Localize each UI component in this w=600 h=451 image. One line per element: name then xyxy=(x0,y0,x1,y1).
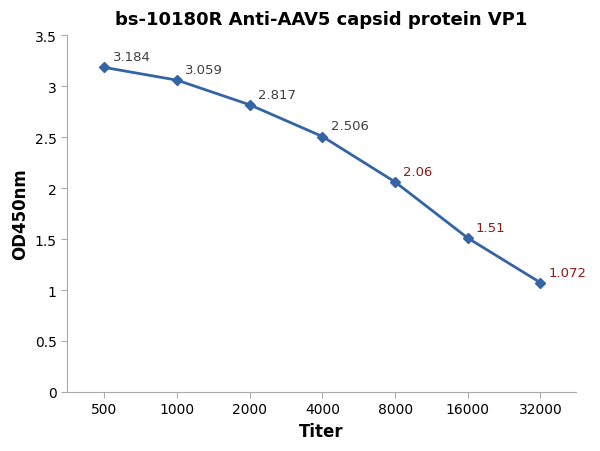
Text: 3.059: 3.059 xyxy=(185,64,223,77)
Title: bs-10180R Anti-AAV5 capsid protein VP1: bs-10180R Anti-AAV5 capsid protein VP1 xyxy=(115,11,528,29)
Text: 2.817: 2.817 xyxy=(258,88,296,101)
X-axis label: Titer: Titer xyxy=(299,422,344,440)
Text: 1.51: 1.51 xyxy=(476,221,505,235)
Text: 1.072: 1.072 xyxy=(548,266,586,279)
Y-axis label: OD450nm: OD450nm xyxy=(11,168,29,260)
Text: 2.06: 2.06 xyxy=(403,166,433,179)
Text: 3.184: 3.184 xyxy=(113,51,151,64)
Text: 2.506: 2.506 xyxy=(331,120,368,133)
